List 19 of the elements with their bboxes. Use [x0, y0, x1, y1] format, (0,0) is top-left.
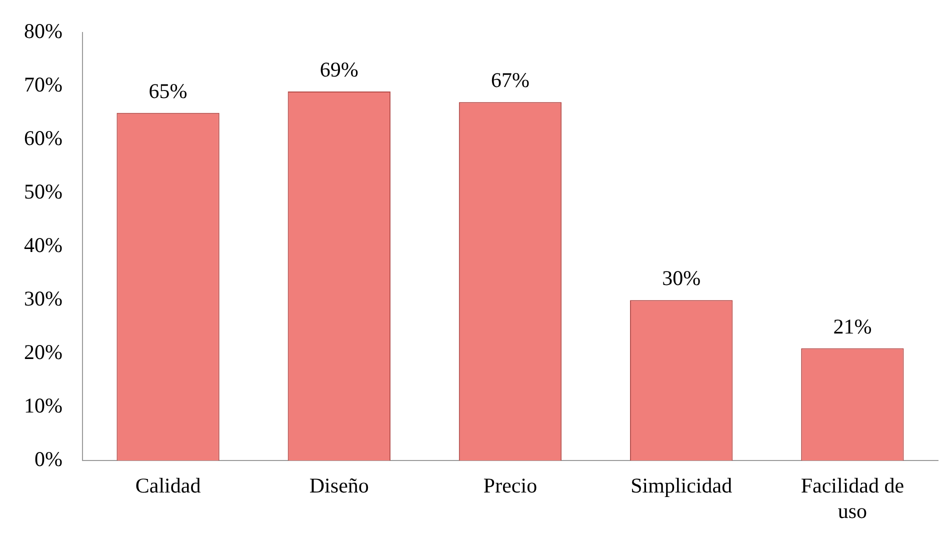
y-tick-label: 0% [34, 447, 62, 472]
y-tick-label: 70% [24, 72, 62, 97]
y-tick-label: 20% [24, 340, 62, 364]
data-label: 69% [320, 57, 358, 82]
x-tick-label: Calidad [135, 474, 202, 498]
data-label: 65% [148, 78, 188, 103]
y-tick-label: 60% [24, 126, 62, 150]
x-tick-label: Facilidad de uso [800, 474, 904, 523]
x-tick-label: Diseño [309, 474, 369, 498]
x-tick-label: Simplicidad [630, 474, 733, 498]
data-label: 67% [490, 68, 530, 92]
x-tick-label: Precio [483, 474, 538, 498]
data-label: 30% [662, 266, 701, 290]
y-tick-label: 80% [24, 19, 62, 44]
y-tick-label: 50% [24, 180, 62, 204]
y-tick-label: 30% [24, 286, 62, 311]
y-tick-label: 40% [24, 233, 62, 258]
data-label: 21% [833, 314, 872, 338]
y-tick-label: 10% [24, 394, 62, 418]
